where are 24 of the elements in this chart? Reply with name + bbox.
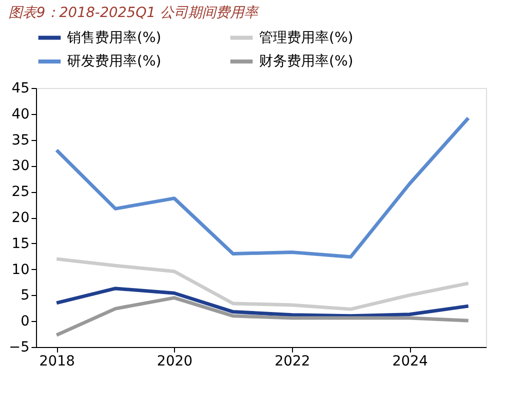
legend-label: 销售费用率(%): [66, 30, 162, 46]
line-series: [54, 286, 470, 318]
y-tick-label: 5: [20, 288, 30, 304]
y-tick-label: 35: [12, 132, 30, 148]
legend-label: 研发费用率(%): [67, 54, 162, 70]
line-series: [54, 257, 470, 311]
y-tick-label: 10: [12, 262, 30, 278]
y-tick-label: 30: [12, 158, 30, 174]
x-tick-label: 2022: [274, 354, 310, 370]
y-tick-label: 20: [12, 210, 30, 226]
line-series: [54, 116, 470, 259]
legend-label: 管理费用率(%): [259, 30, 354, 46]
x-tick-label: 2020: [156, 354, 193, 370]
x-tick-label: 2024: [392, 354, 428, 370]
y-tick-label: 15: [12, 236, 30, 252]
x-tick-label: 2018: [39, 354, 75, 370]
legend-label: 财务费用率(%): [259, 54, 354, 70]
y-tick-label: 40: [12, 106, 30, 122]
y-tick-label: 45: [12, 80, 30, 96]
y-tick-label: −5: [8, 340, 30, 356]
y-tick-label: 25: [12, 184, 30, 200]
line-series: [54, 296, 470, 337]
chart-title: 图表9：2018-2025Q1 公司期间费用率: [8, 5, 260, 21]
y-tick-label: 0: [20, 314, 30, 330]
